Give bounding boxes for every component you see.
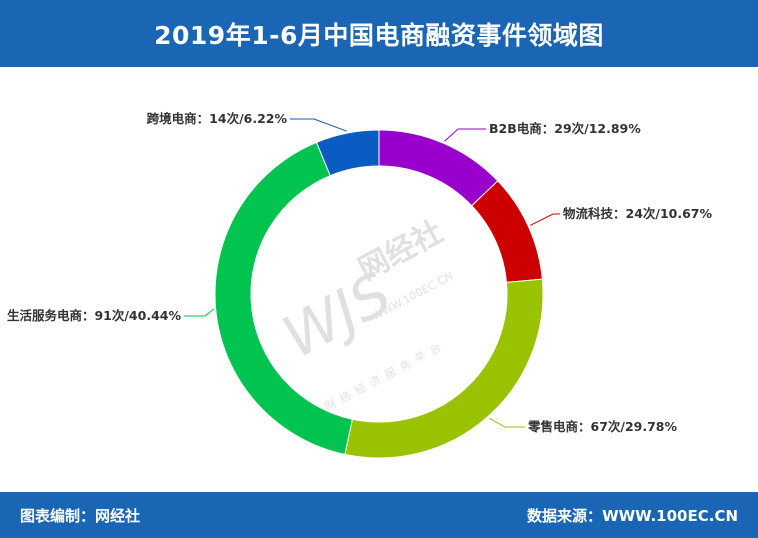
slice-3 bbox=[214, 141, 353, 456]
donut-slices bbox=[214, 129, 544, 459]
slice-labels: B2B电商：29次/12.89% 物流科技：24次/10.67% 零售电商：67次/… bbox=[7, 111, 713, 434]
slice-4 bbox=[315, 129, 380, 177]
watermark: WJS 网经社 WWW.100EC.CN 网络经济服务平台 bbox=[272, 214, 455, 413]
leader-line-1 bbox=[529, 213, 560, 226]
page-title: 2019年1-6月中国电商融资事件领域图 bbox=[154, 20, 604, 50]
slice-label-0: B2B电商：29次/12.89% bbox=[489, 121, 641, 136]
slice-0 bbox=[378, 129, 499, 207]
footer-bar: 图表编制：网经社 数据来源：WWW.100EC.CN bbox=[0, 492, 758, 538]
source-value: WWW.100EC.CN bbox=[602, 507, 738, 525]
compiler-value: 网经社 bbox=[95, 507, 141, 525]
header-bar: 2019年1-6月中国电商融资事件领域图 bbox=[0, 0, 758, 67]
slice-1 bbox=[470, 180, 543, 283]
leader-line-3 bbox=[184, 308, 214, 317]
slice-label-4: 跨境电商：14次/6.22% bbox=[147, 111, 288, 126]
slice-label-1: 物流科技：24次/10.67% bbox=[563, 206, 712, 221]
leader-line-4 bbox=[290, 118, 347, 132]
donut-chart: WJS 网经社 WWW.100EC.CN 网络经济服务平台 B2B电商：29次/… bbox=[7, 111, 713, 459]
source-label: 数据来源： bbox=[527, 507, 603, 525]
leader-line-0 bbox=[444, 128, 486, 142]
leader-line-2 bbox=[488, 417, 525, 428]
slice-label-3: 生活服务电商：91次/40.44% bbox=[7, 308, 181, 323]
leader-lines bbox=[184, 118, 560, 428]
compiler-label: 图表编制： bbox=[20, 507, 96, 525]
slice-label-2: 零售电商：67次/29.78% bbox=[527, 419, 677, 434]
footer-compiler: 图表编制：网经社 bbox=[20, 505, 140, 526]
footer-source: 数据来源：WWW.100EC.CN bbox=[527, 505, 738, 526]
